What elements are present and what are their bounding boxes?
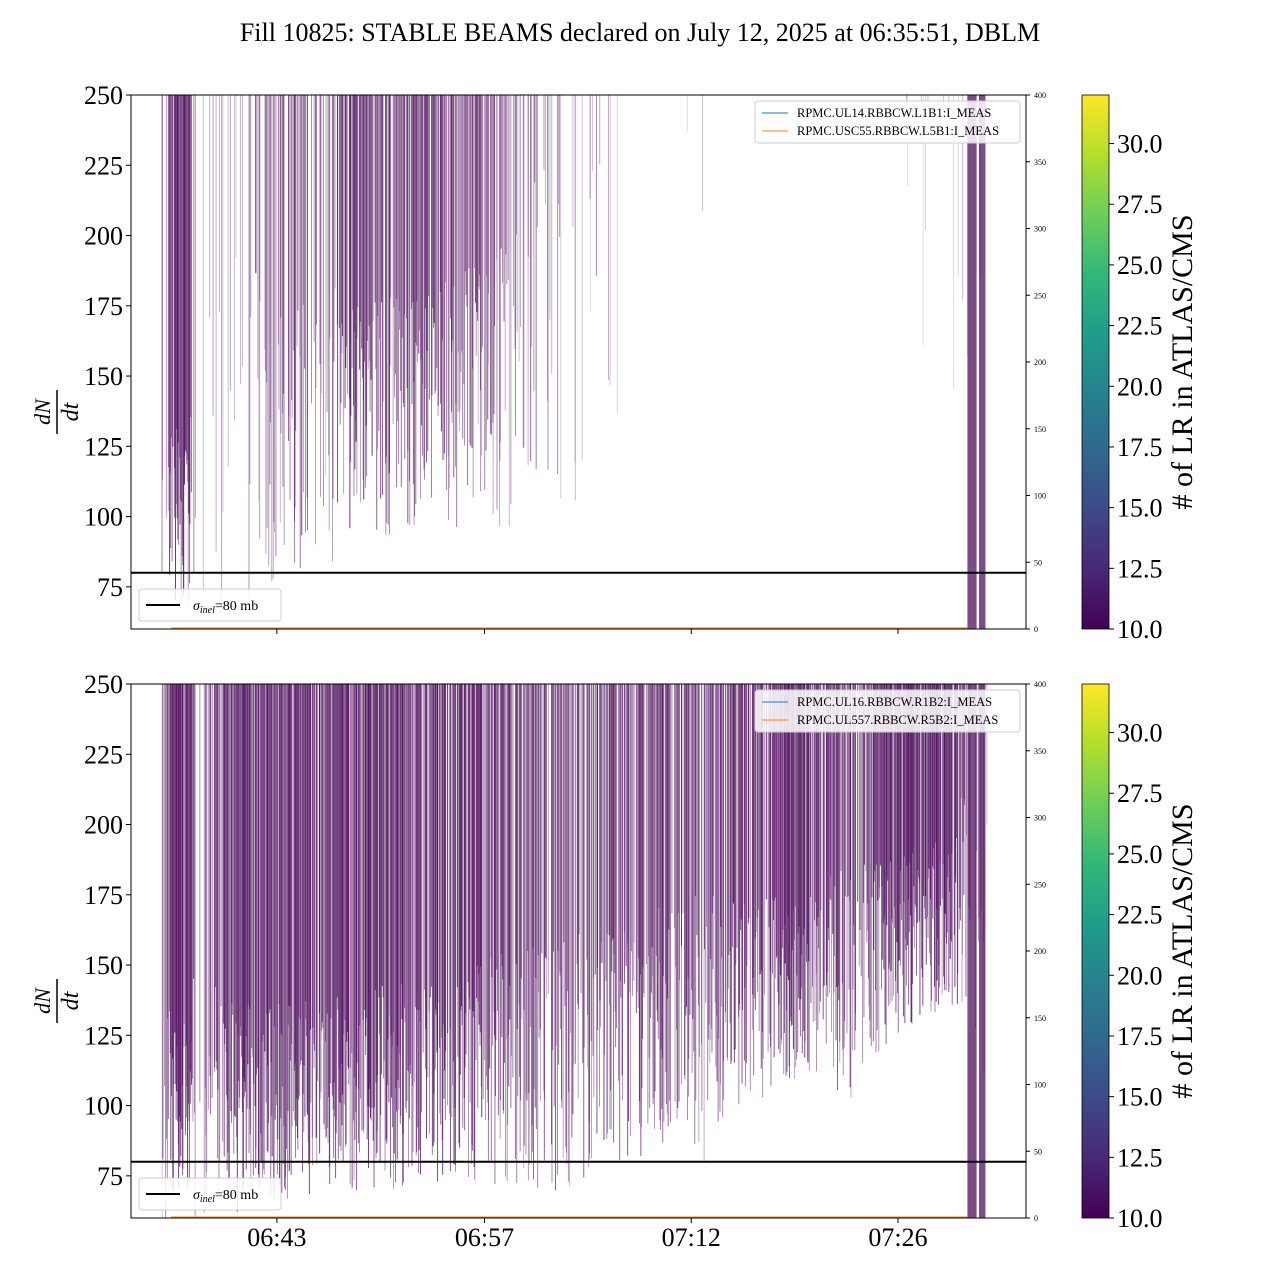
secondary-y-tick-label: 200 [1034, 358, 1046, 367]
figure-title: Fill 10825: STABLE BEAMS declared on Jul… [239, 18, 1041, 47]
y-tick-label: 75 [97, 573, 123, 602]
secondary-y-tick-label: 250 [1034, 880, 1046, 889]
x-tick-label: 07:12 [662, 1223, 721, 1252]
y-label-denominator: dt [58, 990, 84, 1010]
x-tick-label: 06:57 [455, 1223, 514, 1252]
y-tick-label: 150 [84, 362, 123, 391]
y-tick-label: 225 [84, 151, 123, 180]
secondary-y-tick-label: 0 [1034, 625, 1038, 634]
legend-box [754, 100, 1021, 144]
colorbar-tick-label: 25.0 [1117, 840, 1163, 869]
colorbar-tick-label: 12.5 [1117, 554, 1163, 583]
legend-label: σinel=80 mb [193, 1188, 258, 1205]
x-tick-label: 06:43 [247, 1223, 306, 1252]
secondary-y-tick-label: 50 [1034, 1147, 1042, 1156]
legend-subscript: inel [200, 1194, 215, 1205]
secondary-y-tick-label: 250 [1034, 291, 1046, 300]
colorbar-tick-label: 30.0 [1117, 130, 1163, 159]
y-tick-label: 125 [84, 1021, 123, 1050]
legend-box [138, 1177, 282, 1211]
y-tick-label: 250 [84, 81, 123, 110]
legend-sigma: σ [193, 599, 201, 614]
colorbar-tick-label: 30.0 [1117, 719, 1163, 748]
y-tick-label: 175 [84, 292, 123, 321]
secondary-y-tick-label: 100 [1034, 492, 1046, 501]
y-axis-label: dN dt [30, 390, 84, 434]
y-tick-label: 125 [84, 432, 123, 461]
secondary-y-tick-label: 350 [1034, 747, 1046, 756]
legend-value: =80 mb [215, 599, 258, 614]
legend-subscript: inel [200, 605, 215, 616]
y-tick-label: 250 [84, 670, 123, 699]
legend-reference: σinel=80 mb [138, 588, 282, 622]
legend-entry: RPMC.UL14.RBBCW.L1B1:I_MEAS [797, 106, 991, 120]
y-axis-label: dN dt [30, 979, 84, 1023]
colorbar-label: # of LR in ATLAS/CMS [1166, 214, 1199, 509]
secondary-y-tick-label: 0 [1034, 1214, 1038, 1223]
colorbar-tick-label: 25.0 [1117, 251, 1163, 280]
panel-bottom: 75 100 125 150 175 200 225 250 0 50 100 150 200 250 30… [30, 670, 1199, 1252]
y-tick-label: 225 [84, 740, 123, 769]
colorbar-tick-label: 15.0 [1117, 494, 1163, 523]
colorbar-tick-label: 20.0 [1117, 372, 1163, 401]
colorbar-tick-label: 27.5 [1117, 779, 1163, 808]
secondary-y-tick-label: 300 [1034, 814, 1046, 823]
colorbar [1081, 94, 1110, 630]
plot-area [161, 95, 986, 629]
secondary-y-tick-label: 300 [1034, 225, 1046, 234]
colorbar-tick-label: 22.5 [1117, 901, 1163, 930]
secondary-y-tick-label: 50 [1034, 558, 1042, 567]
colorbar-tick-label: 20.0 [1117, 961, 1163, 990]
legend-currents: RPMC.UL14.RBBCW.L1B1:I_MEAS RPMC.USC55.RB… [754, 100, 1021, 144]
legend-entry: RPMC.UL557.RBBCW.R5B2:I_MEAS [797, 713, 998, 727]
colorbar-tick-label: 12.5 [1117, 1143, 1163, 1172]
secondary-y-tick-label: 200 [1034, 947, 1046, 956]
y-tick-label: 75 [97, 1162, 123, 1191]
y-tick-label: 175 [84, 881, 123, 910]
secondary-y-tick-label: 150 [1034, 1014, 1046, 1023]
y-tick-label: 100 [84, 503, 123, 532]
y-label-numerator: dN [30, 398, 55, 425]
colorbar-tick-label: 10.0 [1117, 1204, 1163, 1233]
legend-entry: RPMC.UL16.RBBCW.R1B2:I_MEAS [797, 695, 992, 709]
legend-currents: RPMC.UL16.RBBCW.R1B2:I_MEAS RPMC.UL557.RB… [754, 689, 1021, 733]
colorbar-label: # of LR in ATLAS/CMS [1166, 803, 1199, 1098]
y-tick-label: 150 [84, 951, 123, 980]
legend-entry: RPMC.USC55.RBBCW.L5B1:I_MEAS [797, 124, 999, 138]
colorbar-tick-label: 17.5 [1117, 433, 1163, 462]
y-tick-label: 200 [84, 811, 123, 840]
plot-area [161, 684, 988, 1218]
y-tick-label: 200 [84, 222, 123, 251]
colorbar-tick-label: 27.5 [1117, 190, 1163, 219]
colorbar [1081, 683, 1110, 1219]
colorbar-tick-label: 15.0 [1117, 1083, 1163, 1112]
secondary-y-tick-label: 350 [1034, 158, 1046, 167]
legend-reference: σinel=80 mb [138, 1177, 282, 1211]
legend-label: σinel=80 mb [193, 599, 258, 616]
secondary-y-tick-label: 400 [1034, 91, 1046, 100]
legend-value: =80 mb [215, 1188, 258, 1203]
secondary-y-tick-label: 150 [1034, 425, 1046, 434]
panel-top: 75 100 125 150 175 200 225 250 0 50 100 150 200 250 30… [30, 81, 1199, 644]
y-tick-label: 100 [84, 1092, 123, 1121]
colorbar-tick-label: 22.5 [1117, 312, 1163, 341]
legend-box [138, 588, 282, 622]
colorbar-tick-label: 10.0 [1117, 615, 1163, 644]
legend-box [754, 689, 1021, 733]
y-label-denominator: dt [58, 401, 84, 421]
x-tick-label: 07:26 [868, 1223, 927, 1252]
y-label-numerator: dN [30, 987, 55, 1014]
legend-sigma: σ [193, 1188, 201, 1203]
secondary-y-tick-label: 100 [1034, 1081, 1046, 1090]
secondary-y-tick-label: 400 [1034, 680, 1046, 689]
colorbar-tick-label: 17.5 [1117, 1022, 1163, 1051]
